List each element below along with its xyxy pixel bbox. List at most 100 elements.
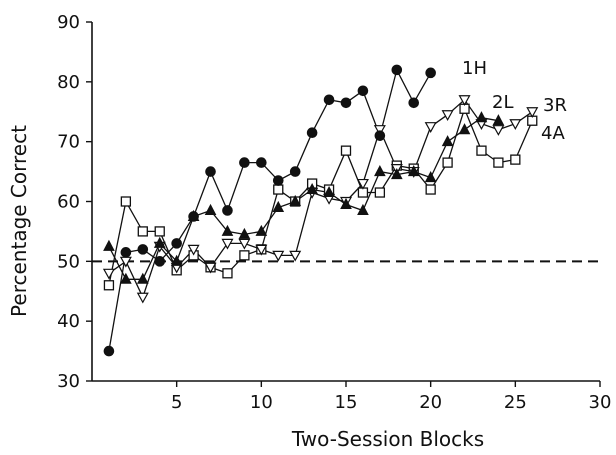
marker-4a [407, 165, 420, 177]
series-line-1h [108, 68, 432, 352]
marker-2l [137, 226, 148, 237]
marker-4a [306, 182, 318, 195]
marker-2l [374, 187, 386, 198]
marker-2l [239, 250, 250, 261]
marker-1h [408, 97, 420, 109]
series-line-4a [108, 117, 499, 280]
marker-1h [289, 166, 301, 177]
marker-1h [239, 157, 250, 168]
marker-2l [340, 145, 352, 156]
marker-4a [492, 114, 505, 126]
marker-1h [120, 247, 132, 258]
marker-4a [255, 224, 268, 236]
marker-1h [171, 238, 182, 249]
marker-3r [492, 125, 505, 136]
x-tick-label: 30 [589, 392, 612, 413]
y-tick-label: 80 [57, 72, 80, 93]
marker-3r [221, 238, 234, 250]
marker-4a [374, 165, 386, 177]
y-tick-label: 70 [57, 132, 80, 153]
marker-4a [272, 200, 285, 212]
series-label-3r: 3R [543, 95, 567, 116]
marker-4a [238, 227, 251, 239]
marker-1h [374, 130, 386, 141]
x-tick-label: 25 [504, 392, 527, 413]
marker-4a [289, 194, 302, 206]
marker-1h [357, 85, 369, 97]
marker-2l [273, 184, 284, 195]
marker-1h [256, 157, 267, 168]
chart-text-group: Percentage Correct Two-Session Blocks 30… [7, 12, 611, 451]
marker-4a [323, 185, 335, 198]
y-tick-label: 40 [57, 311, 80, 332]
marker-4a [153, 236, 166, 248]
marker-4a [221, 224, 234, 236]
x-tick-label: 20 [419, 392, 442, 413]
marker-2l [510, 154, 521, 165]
axes-group [86, 21, 601, 387]
marker-1h [103, 345, 115, 357]
x-axis-title: Two-Session Blocks [291, 427, 484, 451]
marker-2l [120, 196, 132, 207]
marker-1h [340, 97, 352, 109]
marker-4a [424, 170, 437, 183]
marker-2l [442, 157, 453, 168]
marker-4a [170, 254, 183, 266]
marker-3r [441, 110, 454, 121]
marker-3r [187, 244, 200, 256]
series-label-4a: 4A [541, 123, 565, 144]
marker-3r [136, 292, 149, 304]
marker-3r [458, 95, 471, 107]
marker-3r [526, 107, 539, 118]
marker-1h [222, 205, 233, 216]
marker-4a [458, 123, 471, 135]
marker-1h [154, 256, 166, 267]
x-tick-label: 15 [335, 392, 358, 413]
marker-3r [238, 238, 251, 250]
marker-4a [340, 197, 352, 209]
marker-2l [425, 184, 436, 195]
y-axis-title: Percentage Correct [7, 125, 31, 317]
marker-4a [390, 168, 403, 180]
marker-1h [391, 64, 403, 76]
x-tick-label: 10 [250, 392, 273, 413]
series-label-2l: 2L [492, 92, 513, 113]
y-tick-label: 50 [57, 251, 80, 272]
marker-3r [509, 119, 522, 130]
y-tick-label: 60 [57, 192, 80, 213]
x-tick-label: 5 [171, 392, 182, 413]
y-tick-label: 90 [57, 12, 80, 33]
y-tick-label: 30 [57, 371, 80, 392]
marker-4a [120, 272, 132, 284]
marker-2l [493, 157, 504, 168]
marker-4a [204, 203, 217, 215]
marker-3r [289, 250, 302, 262]
series-label-1h: 1H [462, 58, 487, 79]
marker-4a [136, 272, 149, 284]
marker-4a [441, 135, 454, 147]
marker-4a [357, 203, 369, 215]
marker-1h [205, 166, 216, 177]
marker-1h [272, 175, 284, 186]
marker-3r [356, 178, 369, 190]
marker-2l [222, 268, 233, 279]
marker-1h [323, 94, 335, 106]
marker-3r [204, 262, 217, 274]
marker-3r [373, 125, 386, 136]
marker-1h [137, 244, 149, 255]
marker-3r [424, 122, 437, 133]
marker-4a [475, 111, 488, 123]
series-line-2l [108, 106, 533, 286]
marker-2l [476, 145, 487, 156]
marker-2l [103, 280, 115, 291]
marker-2l [154, 226, 165, 237]
marker-1h [188, 211, 199, 222]
marker-3r [255, 244, 268, 256]
marker-1h [425, 67, 436, 79]
marker-3r [102, 268, 115, 280]
marker-4a [103, 239, 115, 251]
marker-1h [306, 127, 318, 138]
series-markers-group [102, 64, 539, 357]
